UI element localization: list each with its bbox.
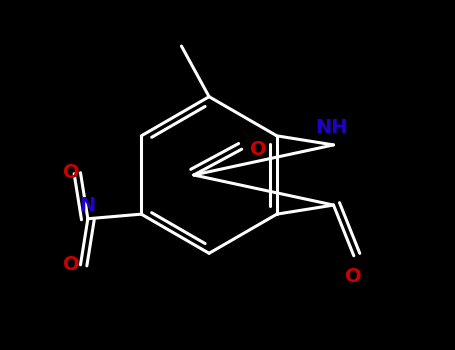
Text: O: O: [345, 267, 362, 286]
Text: NH: NH: [315, 118, 348, 136]
Text: N: N: [80, 196, 96, 215]
Text: O: O: [250, 140, 267, 159]
Text: O: O: [63, 163, 80, 182]
Text: O: O: [63, 255, 80, 274]
